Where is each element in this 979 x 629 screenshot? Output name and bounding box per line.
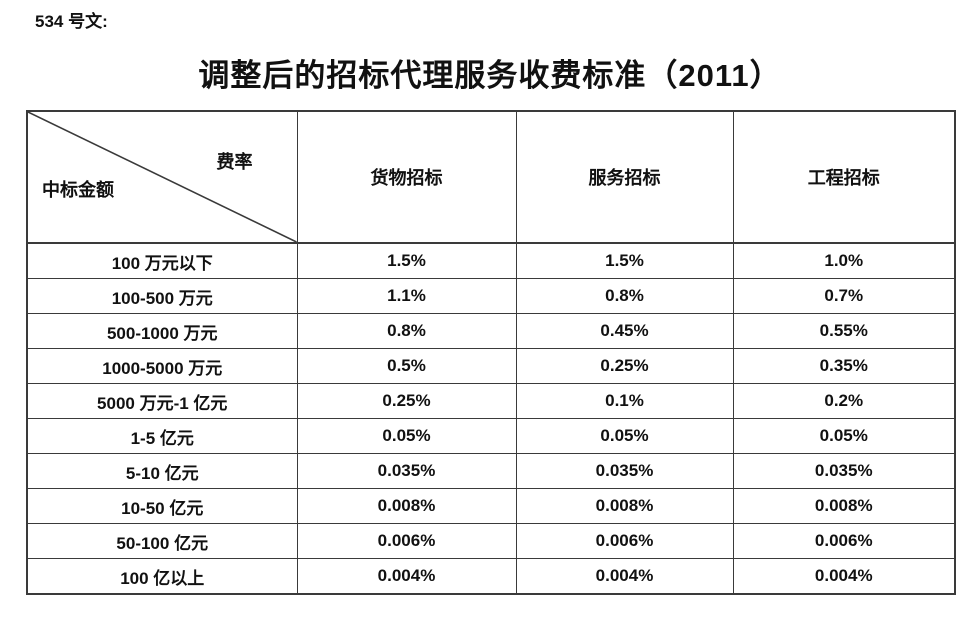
table-row: 50-100 亿元 0.006% 0.006% 0.006% — [26, 523, 956, 559]
row-label: 50-100 亿元 — [26, 523, 298, 559]
table-header-row: 费率 中标金额 货物招标 服务招标 工程招标 — [26, 110, 956, 244]
row-label: 10-50 亿元 — [26, 488, 298, 524]
fee-cell: 1.5% — [296, 242, 517, 279]
fee-cell: 0.35% — [732, 348, 956, 384]
fee-cell: 0.8% — [296, 313, 517, 349]
fee-cell: 0.25% — [515, 348, 734, 384]
fee-cell: 1.0% — [732, 242, 956, 279]
table-row: 5-10 亿元 0.035% 0.035% 0.035% — [26, 453, 956, 489]
row-label: 1000-5000 万元 — [26, 348, 298, 384]
fee-cell: 0.5% — [296, 348, 517, 384]
fee-cell: 0.035% — [732, 453, 956, 489]
fee-cell: 0.05% — [515, 418, 734, 454]
table-row: 500-1000 万元 0.8% 0.45% 0.55% — [26, 313, 956, 349]
fee-cell: 0.004% — [732, 558, 956, 595]
fee-cell: 0.8% — [515, 278, 734, 314]
fee-cell: 0.45% — [515, 313, 734, 349]
corner-label-bid-amount: 中标金额 — [42, 180, 114, 200]
row-label: 100 亿以上 — [26, 558, 298, 595]
column-header-goods: 货物招标 — [296, 110, 517, 244]
fee-cell: 0.2% — [732, 383, 956, 419]
fee-cell: 0.008% — [515, 488, 734, 524]
table-row: 10-50 亿元 0.008% 0.008% 0.008% — [26, 488, 956, 524]
page-title: 调整后的招标代理服务收费标准（2011） — [198, 58, 782, 93]
table-row: 100-500 万元 1.1% 0.8% 0.7% — [26, 278, 956, 314]
fee-cell: 0.1% — [515, 383, 734, 419]
table-row: 1-5 亿元 0.05% 0.05% 0.05% — [26, 418, 956, 454]
fee-cell: 1.5% — [515, 242, 734, 279]
fee-cell: 0.7% — [732, 278, 956, 314]
fee-cell: 0.004% — [515, 558, 734, 595]
row-label: 5000 万元-1 亿元 — [26, 383, 298, 419]
row-label: 100-500 万元 — [26, 278, 298, 314]
fee-cell: 0.035% — [515, 453, 734, 489]
fee-cell: 0.006% — [296, 523, 517, 559]
row-label: 500-1000 万元 — [26, 313, 298, 349]
column-header-engineering: 工程招标 — [732, 110, 956, 244]
row-label: 100 万元以下 — [26, 242, 298, 279]
table-row: 1000-5000 万元 0.5% 0.25% 0.35% — [26, 348, 956, 384]
fee-cell: 1.1% — [296, 278, 517, 314]
fee-cell: 0.55% — [732, 313, 956, 349]
fee-cell: 0.008% — [732, 488, 956, 524]
diagonal-divider-line — [28, 112, 296, 241]
fee-cell: 0.008% — [296, 488, 517, 524]
column-header-services: 服务招标 — [515, 110, 734, 244]
row-label: 1-5 亿元 — [26, 418, 298, 454]
corner-label-rate: 费率 — [216, 152, 253, 172]
fee-table: 费率 中标金额 货物招标 服务招标 工程招标 100 万元以下 1.5% 1.5… — [26, 110, 956, 595]
fee-cell: 0.25% — [296, 383, 517, 419]
doc-number-label: 534 号文: — [35, 12, 108, 31]
fee-cell: 0.05% — [296, 418, 517, 454]
table-row: 100 亿以上 0.004% 0.004% 0.004% — [26, 558, 956, 595]
table-row: 5000 万元-1 亿元 0.25% 0.1% 0.2% — [26, 383, 956, 419]
table-corner-cell: 费率 中标金额 — [26, 110, 298, 244]
row-label: 5-10 亿元 — [26, 453, 298, 489]
fee-cell: 0.006% — [515, 523, 734, 559]
fee-cell: 0.006% — [732, 523, 956, 559]
fee-cell: 0.035% — [296, 453, 517, 489]
fee-cell: 0.05% — [732, 418, 956, 454]
table-row: 100 万元以下 1.5% 1.5% 1.0% — [26, 242, 956, 279]
fee-cell: 0.004% — [296, 558, 517, 595]
